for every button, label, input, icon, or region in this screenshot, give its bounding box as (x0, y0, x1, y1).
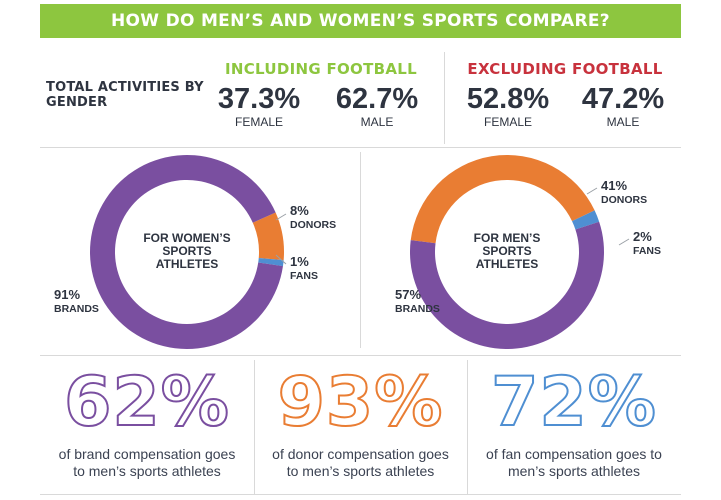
leader-line (275, 213, 287, 221)
slice-name-label: FANS (290, 270, 318, 282)
slice-name-label: BRANDS (395, 303, 440, 315)
slice-value-label: 57% (395, 287, 421, 302)
slice-name-label: FANS (633, 245, 661, 257)
slice-name-label: DONORS (290, 219, 336, 231)
divider (444, 52, 445, 144)
leader-line (618, 238, 630, 246)
excluding-female-pct: 52.8% (466, 83, 550, 115)
slice-fans (258, 258, 284, 267)
divider (360, 152, 361, 348)
donor-stat-value: 93% (277, 363, 444, 443)
divider (467, 360, 468, 494)
donut-center-title: SPORTS (162, 244, 211, 258)
excluding-football-title: EXCLUDING FOOTBALL (467, 60, 663, 78)
excluding-male-pct: 47.2% (581, 83, 665, 115)
women-donut-chart: 8%DONORS 1%FANS 91%BRANDS FOR WOMEN’SSPORTS… (54, 155, 336, 349)
fan-stat-desc-line1: of fan compensation goes to (486, 446, 662, 462)
donor-stat-desc-line1: of donor compensation goes (272, 446, 449, 462)
slice-name-label: DONORS (601, 194, 647, 206)
brand-stat-value: 62% (63, 363, 230, 443)
donut-center-title: ATHLETES (156, 257, 218, 271)
including-female-pct: 37.3% (217, 83, 301, 115)
slice-value-label: 8% (290, 203, 309, 218)
slice-donors (410, 155, 595, 244)
slice-donors (252, 212, 284, 261)
fan-stat-value: 72% (490, 363, 657, 443)
brand-stat-desc-line2: to men’s sports athletes (73, 463, 221, 479)
divider (254, 360, 255, 494)
including-female-label: FEMALE (234, 115, 283, 129)
slice-value-label: 91% (54, 287, 80, 302)
donor-stat: 93% of donor compensation goes to men’s … (254, 358, 467, 492)
slice-fans (572, 210, 600, 230)
donut-center-title: ATHLETES (476, 257, 538, 271)
donut-center-title: SPORTS (482, 244, 531, 258)
slice-value-label: 41% (601, 178, 627, 193)
page-title: HOW DO MEN’S AND WOMEN’S SPORTS COMPARE? (40, 4, 681, 38)
divider (40, 147, 681, 148)
divider (40, 494, 681, 495)
excluding-female-label: FEMALE (483, 115, 532, 129)
slice-brands (410, 221, 604, 349)
including-male-pct: 62.7% (335, 83, 419, 115)
men-donut-chart: 41%DONORS 2%FANS 57%BRANDS FOR MEN’SSPORTSA… (395, 155, 661, 349)
slice-name-label: BRANDS (54, 303, 99, 315)
including-football-title: INCLUDING FOOTBALL (224, 60, 417, 78)
donut-center-title: FOR WOMEN’S (143, 231, 230, 245)
total-activities-label: TOTAL ACTIVITIES BY GENDER (46, 80, 204, 110)
fan-stat-desc-line2: men’s sports athletes (507, 463, 641, 479)
brand-stat: 62% of brand compensation goes to men’s … (40, 358, 254, 492)
including-male-label: MALE (360, 115, 394, 129)
leader-line (586, 187, 598, 195)
slice-value-label: 2% (633, 229, 652, 244)
donor-stat-desc-line2: to men’s sports athletes (286, 463, 435, 479)
fan-stat: 72% of fan compensation goes to men’s sp… (467, 358, 681, 492)
slice-value-label: 1% (290, 254, 309, 269)
brand-stat-desc-line1: of brand compensation goes (58, 446, 236, 462)
leader-line (275, 254, 287, 265)
donut-center-title: FOR MEN’S (474, 231, 541, 245)
divider (40, 355, 681, 356)
excluding-male-label: MALE (606, 115, 640, 129)
